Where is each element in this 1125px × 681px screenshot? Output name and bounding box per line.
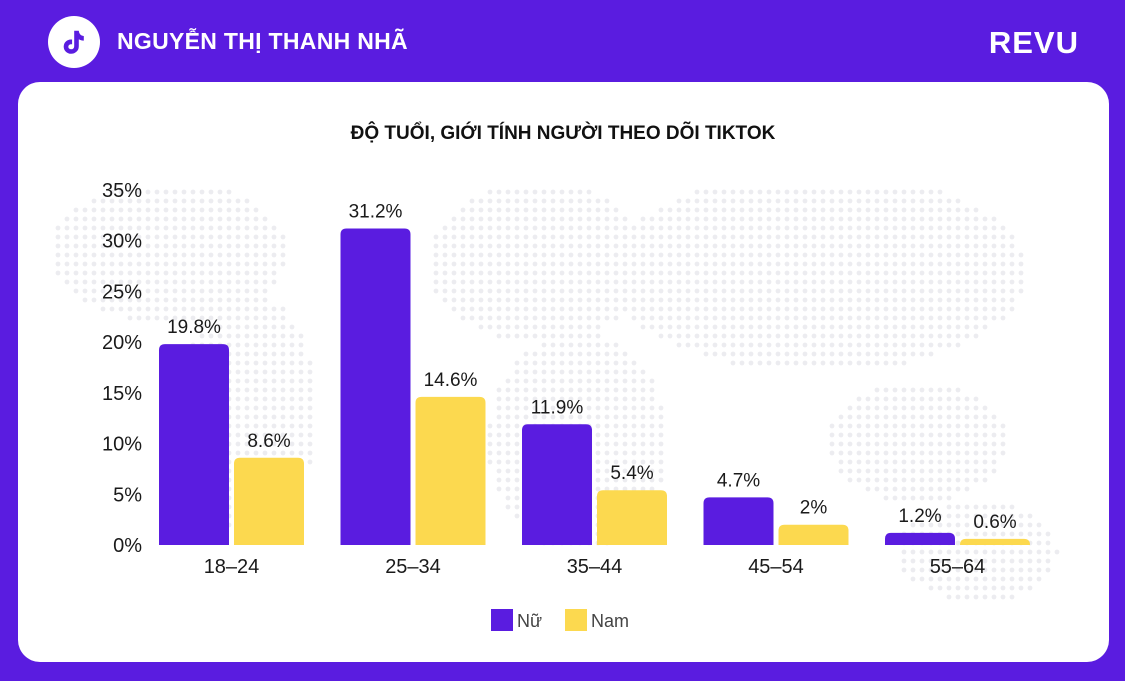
legend-label: Nữ: [517, 611, 542, 631]
legend: Nữ Nam: [491, 609, 629, 631]
data-label: 5.4%: [610, 463, 653, 484]
bar-female: [522, 424, 592, 545]
x-category-label: 45–54: [748, 556, 804, 578]
y-tick-label: 30%: [102, 231, 142, 253]
data-label: 14.6%: [424, 370, 478, 391]
bar-female: [703, 497, 774, 545]
bars: 19.8% 8.6% 31.2% 14.6% 11.9% 5.4% 4.7% 2% 1.2% 0.…: [159, 202, 1030, 546]
bar-male: [960, 538, 1030, 545]
y-tick-label: 20%: [102, 332, 142, 354]
x-category-label: 25–34: [385, 556, 441, 578]
data-label: 1.2%: [898, 506, 941, 527]
tiktok-icon: [48, 16, 100, 68]
bar-female: [885, 532, 955, 545]
data-label: 11.9%: [531, 397, 584, 418]
chart-title: ĐỘ TUỔI, GIỚI TÍNH NGƯỜI THEO DÕI TIKTOK: [351, 122, 776, 144]
x-category-label: 18–24: [204, 556, 260, 578]
legend-swatch: [565, 609, 587, 631]
bar-chart: ĐỘ TUỔI, GIỚI TÍNH NGƯỜI THEO DÕI TIKTOK…: [102, 122, 1030, 631]
x-axis: 18–24 25–34 35–44 45–54 55–64: [204, 556, 986, 578]
bar-female: [159, 344, 229, 545]
bar-male: [597, 490, 667, 545]
data-label: 2%: [800, 498, 828, 519]
brand-logo: REVU: [988, 25, 1079, 60]
legend-swatch: [491, 609, 513, 631]
y-axis: 0% 5% 10% 15% 20% 25% 30% 35%: [102, 180, 142, 557]
y-tick-label: 35%: [102, 180, 142, 202]
y-tick-label: 0%: [113, 535, 142, 557]
data-label: 4.7%: [717, 470, 760, 491]
chart-card: ĐỘ TUỔI, GIỚI TÍNH NGƯỜI THEO DÕI TIKTOK…: [18, 82, 1109, 662]
y-tick-label: 15%: [102, 383, 142, 405]
y-tick-label: 5%: [113, 484, 142, 506]
header: NGUYỄN THỊ THANH NHÃ REVU: [0, 0, 1125, 82]
x-category-label: 35–44: [567, 556, 623, 578]
bar-male: [778, 524, 849, 545]
bar-female: [340, 228, 411, 546]
data-label: 0.6%: [973, 512, 1016, 533]
data-label: 31.2%: [349, 202, 403, 223]
data-label: 8.6%: [247, 431, 290, 452]
bar-male: [234, 457, 304, 545]
y-tick-label: 25%: [102, 281, 142, 303]
x-category-label: 55–64: [930, 556, 986, 578]
legend-label: Nam: [591, 611, 629, 631]
bar-male: [415, 396, 486, 545]
y-tick-label: 10%: [102, 434, 142, 456]
creator-name: NGUYỄN THỊ THANH NHÃ: [117, 28, 408, 54]
data-label: 19.8%: [167, 317, 221, 338]
